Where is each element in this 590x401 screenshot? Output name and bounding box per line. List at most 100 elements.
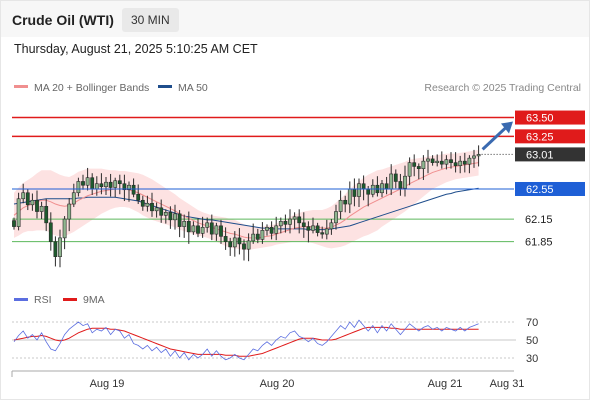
candle-body [62,218,67,239]
pivot-tag [515,181,585,196]
candle-body [472,155,476,159]
candle-body [154,207,159,212]
candle-body [398,181,403,189]
chart-datetime: Thursday, August 21, 2025 5:10:25 AM CET [14,42,258,56]
candle-body [343,199,348,205]
candle-body [81,181,85,186]
candle-body [48,222,53,242]
candle-body [324,228,329,235]
candle-body [338,199,343,212]
chart-header: Crude Oil (WTI) 30 MIN [1,1,589,37]
candle-body [370,184,375,195]
legend-label-ma20: MA 20 + Bollinger Bands [34,82,149,94]
candle-body [67,203,72,220]
resistance-tag-63.50 [515,110,585,125]
candle-body [200,227,205,234]
candle-body [260,230,265,240]
candle-body [380,183,384,194]
candle-body [361,183,366,190]
candle-body [182,221,187,227]
candle-body [334,211,338,224]
candle-body [145,202,150,207]
candle-body [94,183,99,190]
candle-body [16,198,21,227]
candle-body [416,166,421,169]
candle-body [347,188,352,205]
rsi-line [13,319,479,361]
candle-body [329,222,334,230]
candle-body [237,237,242,245]
candle-body [458,160,463,166]
candle-body [30,199,35,206]
candle-body [320,232,325,235]
candle-body [449,159,453,163]
candle-body [76,181,81,194]
candle-body [357,183,361,197]
candle-body [439,160,444,165]
candle-body [150,202,154,212]
candle-body [35,199,39,212]
candle-body [173,213,177,221]
candle-body [21,192,26,200]
candle-body [104,181,108,188]
candle-body [412,162,417,167]
candle-body [426,158,430,162]
forecast-arrow-head [501,121,513,134]
candle-body [25,192,30,206]
instrument-title: Crude Oil (WTI) [12,12,114,28]
legend-swatch-ma50 [158,85,172,88]
support-label-62.15: 62.15 [525,214,553,226]
legend-label-rsi: RSI [34,294,52,306]
resistance-tag-63.25 [515,129,585,144]
bollinger-band [14,149,479,250]
candle-body [186,221,191,233]
candle-body [136,193,141,201]
rsi-ma-line [13,326,479,357]
x-tick-label: Aug 31 [490,378,525,390]
timeframe-button[interactable]: 30 MIN [122,8,179,32]
candle-body [421,160,426,169]
resistance-label-63.50: 63.50 [526,113,554,125]
support-label-61.85: 61.85 [525,237,553,249]
candle-body [205,222,210,228]
candle-body [127,184,131,191]
candle-body [269,227,274,234]
candle-body [71,192,76,205]
candle-body [12,220,16,227]
legend-swatch-9ma [63,298,77,301]
current-price-tag [515,147,585,162]
candle-body [352,188,357,197]
candle-body [288,218,292,225]
ma50-line [13,187,479,231]
candle-body [223,236,228,242]
candle-body [108,181,113,188]
candle-body [191,225,196,233]
candle-body [462,160,467,165]
candle-body [283,221,288,225]
candle-body [265,227,269,231]
candle-body [113,180,118,188]
candle-body [163,212,168,216]
candle-body [274,225,279,234]
candle-body [246,240,251,250]
copyright-text: Research © 2025 Trading Central [424,82,581,94]
x-tick-label: Aug 21 [428,378,463,390]
candle-body [196,225,200,234]
candle-body [467,157,472,165]
candle-body [90,177,95,190]
candle-body [255,233,260,240]
resistance-label-63.25: 63.25 [526,131,554,143]
candle-body [278,221,283,227]
candle-body [301,222,306,227]
pivot-label: 62.55 [526,184,554,196]
candle-body [168,212,173,221]
legend-label-ma50: MA 50 [178,82,208,94]
candle-body [453,162,458,166]
candle-body [251,233,256,242]
candle-body [117,180,122,185]
candle-body [44,205,49,224]
forecast-arrow-shaft [481,125,509,151]
candle-body [407,162,412,177]
rsi-tick-70: 70 [526,317,538,329]
